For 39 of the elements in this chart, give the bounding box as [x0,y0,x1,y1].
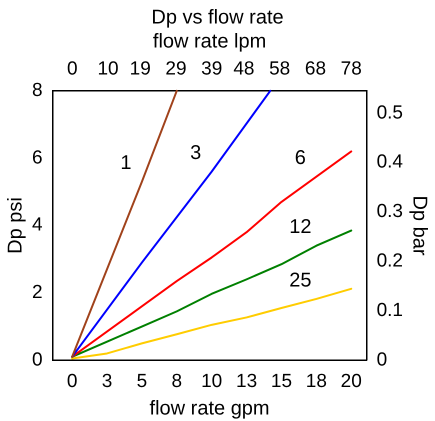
x-tick-label: 18 [306,370,327,392]
x-axis-title: flow rate gpm [150,398,270,420]
series-label: 25 [289,269,312,292]
x-tick-label: 10 [201,370,222,392]
series-label: 3 [190,142,202,164]
x-tick-label: 0 [66,370,78,392]
x2-tick-label: 19 [130,58,151,80]
x2-axis-title: flow rate lpm [152,30,266,53]
y2-tick-label: 0.2 [376,250,404,272]
y-tick-label: 4 [32,214,43,236]
y-tick-label: 2 [32,282,43,304]
x-tick-label: 15 [270,370,292,392]
y2-tick-label: 0.4 [376,152,404,173]
x2-tick-label: 0 [66,58,78,80]
x-tick-label: 5 [136,370,148,392]
y2-axis-title: Dp bar [408,195,430,256]
x2-tick-label: 68 [304,58,326,80]
series-label: 12 [289,216,312,238]
y2-tick-label: 0.3 [376,201,404,222]
y-axis-title: Dp psi [4,197,27,254]
x2-tick-label: 10 [97,58,119,80]
y2-tick-label: 0.5 [376,102,404,124]
y-tick-label: 0 [32,349,43,370]
x2-tick-label: 78 [340,58,362,80]
x2-tick-label: 29 [165,58,187,80]
y-tick-label: 6 [32,147,43,168]
x2-tick-label: 39 [201,58,222,80]
y-tick-label: 8 [32,80,43,102]
x2-tick-label: 58 [269,58,290,80]
series-label: 1 [120,152,132,174]
y2-tick-label: 0 [376,349,388,370]
x2-tick-label: 48 [233,58,254,80]
chart-title: Dp vs flow rate [151,6,284,29]
y2-tick-label: 0.1 [376,300,404,322]
x-tick-label: 3 [102,370,112,392]
x-tick-label: 8 [171,370,182,392]
x-tick-label: 13 [236,370,258,392]
series-label: 6 [294,147,306,170]
x-tick-label: 20 [340,370,362,392]
